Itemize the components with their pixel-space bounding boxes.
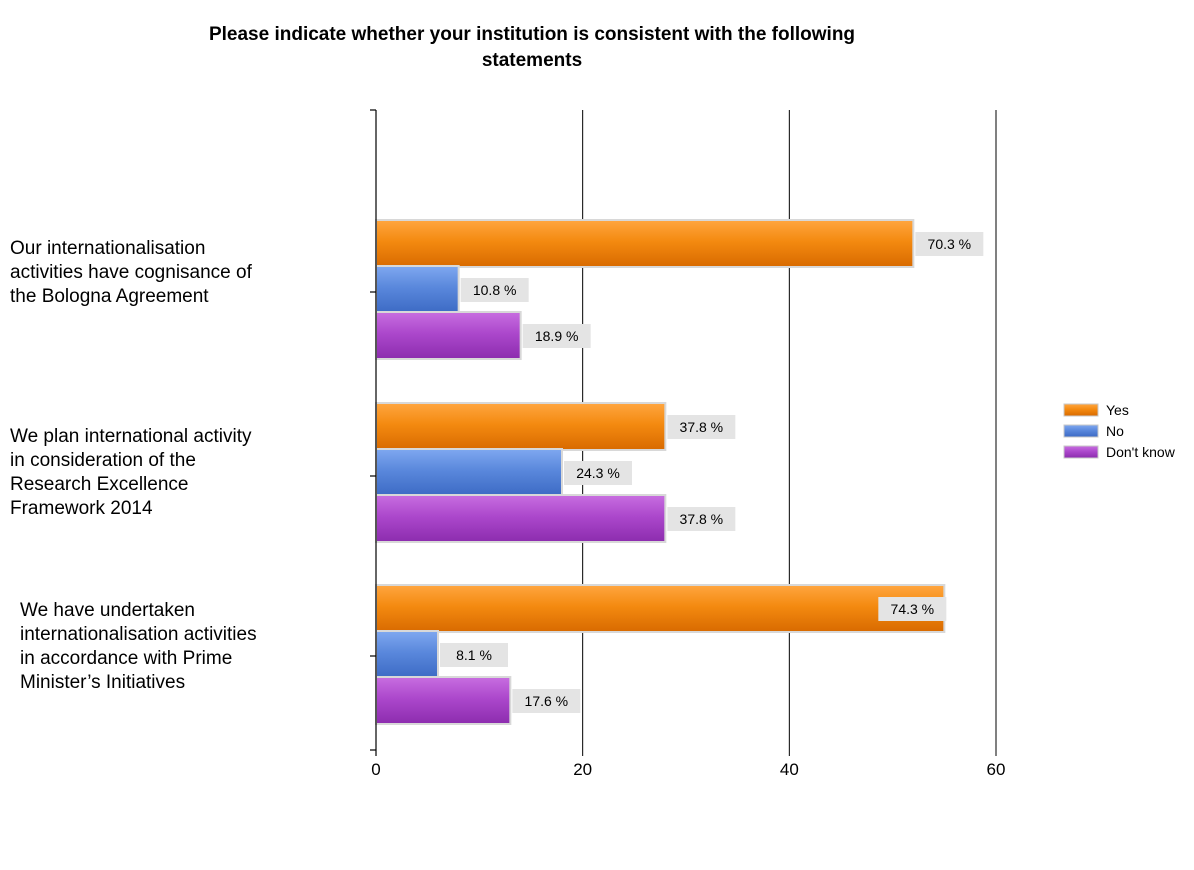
legend-swatch bbox=[1063, 403, 1099, 417]
category-label-line: in accordance with Prime bbox=[20, 648, 232, 669]
category-label-1: Our internationalisation activities have … bbox=[10, 238, 253, 307]
category-label-line: We plan international activity bbox=[10, 426, 252, 447]
category-label-line: activities have cognisance of bbox=[10, 262, 253, 283]
x-tick-label-60: 60 bbox=[987, 760, 1006, 779]
data-label-bg bbox=[512, 689, 581, 713]
bar-yes-2 bbox=[375, 402, 667, 451]
legend-swatch bbox=[1063, 445, 1099, 459]
data-label-don-t-know-1: 18.9 % bbox=[535, 328, 579, 344]
legend-swatch bbox=[1063, 424, 1099, 438]
data-label-no-2: 24.3 % bbox=[576, 465, 620, 481]
category-label-3: We have undertaken internationalisation a… bbox=[20, 600, 257, 693]
data-label-bg bbox=[878, 597, 947, 621]
data-label-yes-1: 70.3 % bbox=[928, 236, 972, 252]
chart-title: Please indicate whether your institution… bbox=[209, 24, 855, 71]
bar-yes-3 bbox=[375, 584, 946, 633]
legend-item-don-t-know: Don't know bbox=[1063, 444, 1176, 460]
bar-don-t-know-3 bbox=[375, 676, 512, 725]
category-label-line: Framework 2014 bbox=[10, 498, 153, 519]
bars bbox=[375, 219, 946, 725]
data-label-yes-3: 74.3 % bbox=[891, 601, 935, 617]
bar-don-t-know-1 bbox=[375, 311, 522, 360]
data-labels: 70.3 % 37.8 % 74.3 % 10.8 % 24.3 % 8.1 % 18.9 … bbox=[440, 232, 984, 713]
bar-no-3 bbox=[375, 630, 439, 679]
chart-title-line-1: Please indicate whether your institution… bbox=[209, 24, 855, 45]
data-label-no-1: 10.8 % bbox=[473, 282, 517, 298]
chart-title-line-2: statements bbox=[482, 50, 582, 71]
bar-don-t-know-2 bbox=[375, 494, 667, 543]
data-label-bg bbox=[460, 278, 529, 302]
category-label-line: Research Excellence bbox=[10, 474, 188, 495]
category-label-line: the Bologna Agreement bbox=[10, 286, 209, 307]
category-label-line: We have undertaken bbox=[20, 600, 195, 621]
data-label-bg bbox=[522, 324, 591, 348]
legend: Yes No Don't know bbox=[1063, 402, 1176, 460]
legend-label: No bbox=[1106, 423, 1124, 439]
legend-item-yes: Yes bbox=[1063, 402, 1129, 418]
data-label-bg bbox=[667, 507, 736, 531]
category-label-2: We plan international activity in conside… bbox=[10, 426, 252, 519]
data-label-bg bbox=[440, 643, 508, 667]
x-tick-label-20: 20 bbox=[573, 760, 592, 779]
data-label-no-3: 8.1 % bbox=[456, 647, 492, 663]
axes: 0 20 40 60 bbox=[370, 109, 1006, 779]
x-tick-label-0: 0 bbox=[371, 760, 380, 779]
bar-yes-1 bbox=[375, 219, 915, 268]
bar-no-2 bbox=[375, 448, 563, 497]
data-label-yes-2: 37.8 % bbox=[680, 419, 724, 435]
data-label-don-t-know-2: 37.8 % bbox=[680, 511, 724, 527]
data-label-don-t-know-3: 17.6 % bbox=[525, 693, 569, 709]
data-label-bg bbox=[564, 461, 632, 485]
legend-label: Yes bbox=[1106, 402, 1129, 418]
bar-no-1 bbox=[375, 265, 460, 314]
legend-label: Don't know bbox=[1106, 444, 1176, 460]
category-label-line: Our internationalisation bbox=[10, 238, 205, 259]
x-tick-label-40: 40 bbox=[780, 760, 799, 779]
legend-item-no: No bbox=[1063, 423, 1124, 439]
data-label-bg bbox=[915, 232, 984, 256]
data-label-bg bbox=[667, 415, 736, 439]
category-label-line: internationalisation activities bbox=[20, 624, 257, 645]
category-label-line: in consideration of the bbox=[10, 450, 196, 471]
category-labels: Our internationalisation activities have … bbox=[10, 238, 257, 693]
category-label-line: Minister’s Initiatives bbox=[20, 672, 185, 693]
